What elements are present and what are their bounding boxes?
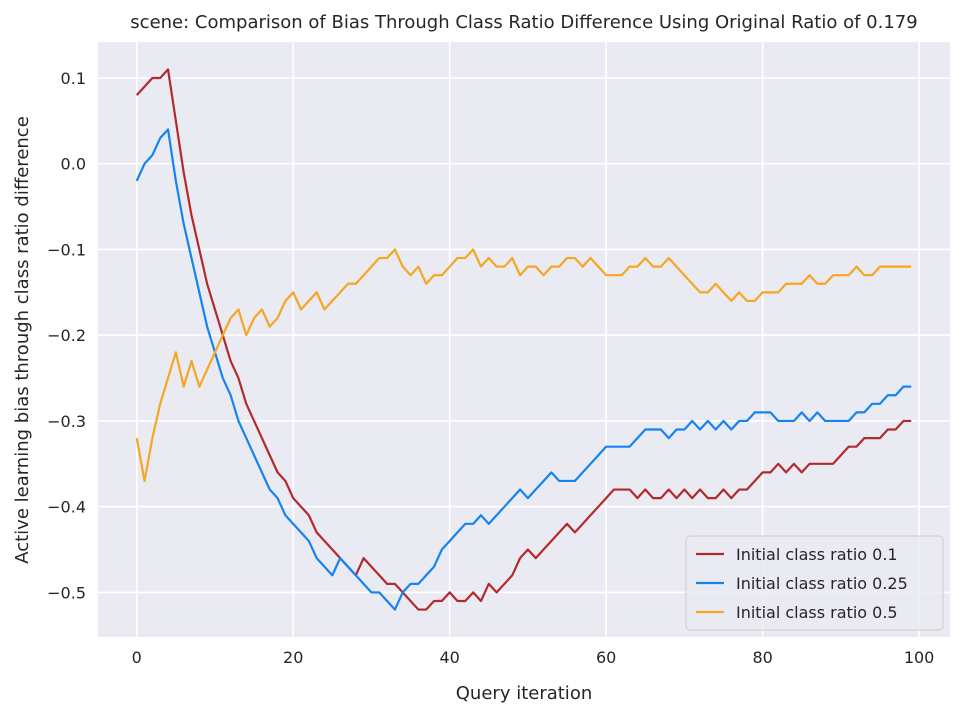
y-tick-label: −0.4 — [47, 498, 86, 517]
x-axis-ticks: 0 20 40 60 80 100 — [132, 648, 935, 667]
y-tick-label: −0.3 — [47, 412, 86, 431]
y-tick-label: −0.5 — [47, 583, 86, 602]
x-tick-label: 0 — [132, 648, 142, 667]
legend-label: Initial class ratio 0.5 — [736, 603, 898, 622]
series-line-3 — [135, 248, 912, 483]
legend-label: Initial class ratio 0.1 — [736, 545, 898, 564]
x-tick-label: 100 — [904, 648, 935, 667]
x-tick-label: 80 — [752, 648, 772, 667]
y-tick-label: 0.1 — [61, 69, 86, 88]
legend-box — [685, 535, 944, 631]
series-line-2 — [135, 128, 912, 611]
series-line-1 — [135, 68, 912, 611]
y-tick-label: −0.2 — [47, 326, 86, 345]
grid-lines — [98, 42, 950, 637]
x-axis-label: Query iteration — [456, 683, 592, 704]
series-lines — [135, 68, 912, 611]
y-tick-label: −0.1 — [47, 240, 86, 259]
y-axis-ticks: 0.1 0.0 −0.1 −0.2 −0.3 −0.4 −0.5 — [47, 69, 86, 602]
legend-label: Initial class ratio 0.25 — [736, 574, 908, 593]
x-tick-label: 60 — [596, 648, 616, 667]
y-axis-label: Active learning bias through class ratio… — [12, 116, 33, 564]
x-tick-label: 40 — [439, 648, 459, 667]
x-tick-label: 20 — [283, 648, 303, 667]
legend: Initial class ratio 0.1 Initial class rat… — [685, 535, 944, 631]
chart-title: scene: Comparison of Bias Through Class … — [130, 12, 917, 33]
y-tick-label: 0.0 — [61, 155, 86, 174]
